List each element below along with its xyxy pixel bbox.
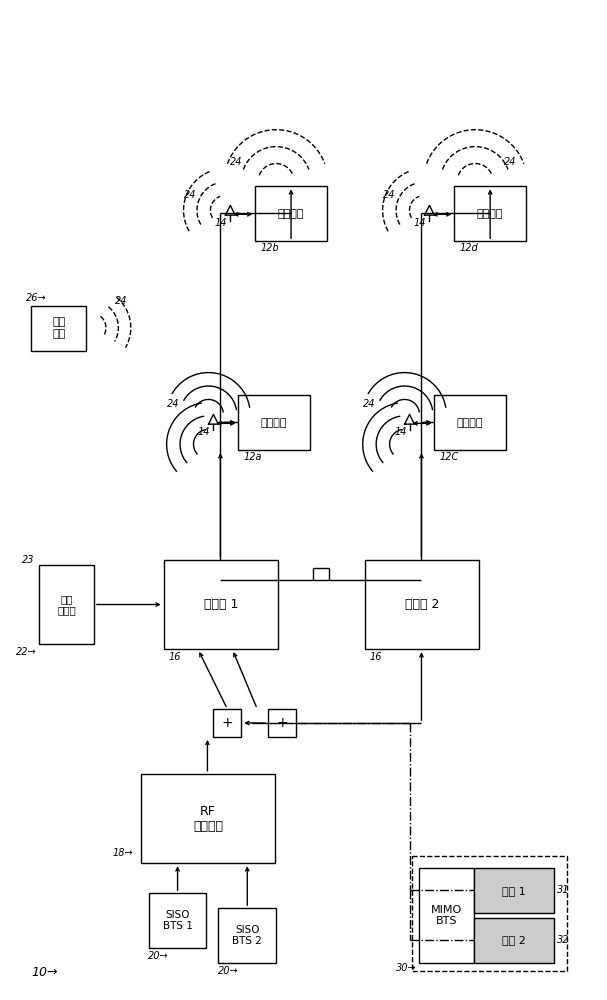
Text: 24: 24 <box>364 399 376 409</box>
Bar <box>474 868 554 913</box>
Text: MIMO
BTS: MIMO BTS <box>431 905 463 926</box>
Text: 天线 2: 天线 2 <box>502 935 526 945</box>
Text: 24: 24 <box>384 190 396 200</box>
Text: RF
组合网络: RF 组合网络 <box>193 805 223 833</box>
Text: 远程单元: 远程单元 <box>278 209 304 219</box>
Text: 16: 16 <box>370 652 382 662</box>
Bar <box>365 560 479 649</box>
Bar <box>268 709 296 737</box>
Text: 系统
控制器: 系统 控制器 <box>57 594 76 615</box>
Text: 32: 32 <box>557 935 569 945</box>
Text: 12C: 12C <box>439 452 459 462</box>
Bar <box>164 560 278 649</box>
Text: 18→: 18→ <box>112 848 133 858</box>
Text: +: + <box>222 716 233 730</box>
Bar <box>413 856 567 971</box>
Text: 远程单元: 远程单元 <box>477 209 503 219</box>
Text: 12d: 12d <box>459 243 478 253</box>
Text: 22→: 22→ <box>16 647 36 657</box>
Bar <box>419 868 474 963</box>
Bar <box>239 395 310 450</box>
Text: 24: 24 <box>230 157 243 167</box>
Bar <box>141 774 275 863</box>
Text: 24: 24 <box>504 157 517 167</box>
Text: 12a: 12a <box>243 452 262 462</box>
Text: 14: 14 <box>394 427 407 437</box>
Bar <box>31 306 86 351</box>
Text: 主单元 1: 主单元 1 <box>204 598 238 611</box>
Text: 远程单元: 远程单元 <box>261 418 287 428</box>
Text: 10→: 10→ <box>31 966 58 979</box>
Bar <box>214 709 242 737</box>
Bar <box>149 893 206 948</box>
Text: 16: 16 <box>169 652 181 662</box>
Text: 24: 24 <box>185 190 197 200</box>
Text: 14: 14 <box>198 427 211 437</box>
Bar <box>255 186 327 241</box>
Text: 26→: 26→ <box>26 293 47 303</box>
Text: 12b: 12b <box>260 243 279 253</box>
Text: 23: 23 <box>22 555 34 565</box>
Bar <box>435 395 506 450</box>
Text: 20→: 20→ <box>148 951 169 961</box>
Text: 30→: 30→ <box>396 963 416 973</box>
Bar <box>219 908 276 963</box>
Text: 无线
设备: 无线 设备 <box>52 317 65 339</box>
Bar <box>474 918 554 963</box>
Text: 24: 24 <box>168 399 180 409</box>
Text: 远程单元: 远程单元 <box>457 418 484 428</box>
Text: SISO
BTS 2: SISO BTS 2 <box>232 925 262 946</box>
Text: 主单元 2: 主单元 2 <box>405 598 439 611</box>
Text: 24: 24 <box>115 296 127 306</box>
Text: +: + <box>276 716 288 730</box>
Text: 20→: 20→ <box>218 966 239 976</box>
Text: 31: 31 <box>557 885 569 895</box>
Text: 天线 1: 天线 1 <box>502 886 526 896</box>
Text: 14: 14 <box>414 218 427 228</box>
Bar <box>454 186 526 241</box>
Text: 14: 14 <box>215 218 228 228</box>
Text: SISO
BTS 1: SISO BTS 1 <box>163 910 192 931</box>
Bar <box>39 565 94 644</box>
